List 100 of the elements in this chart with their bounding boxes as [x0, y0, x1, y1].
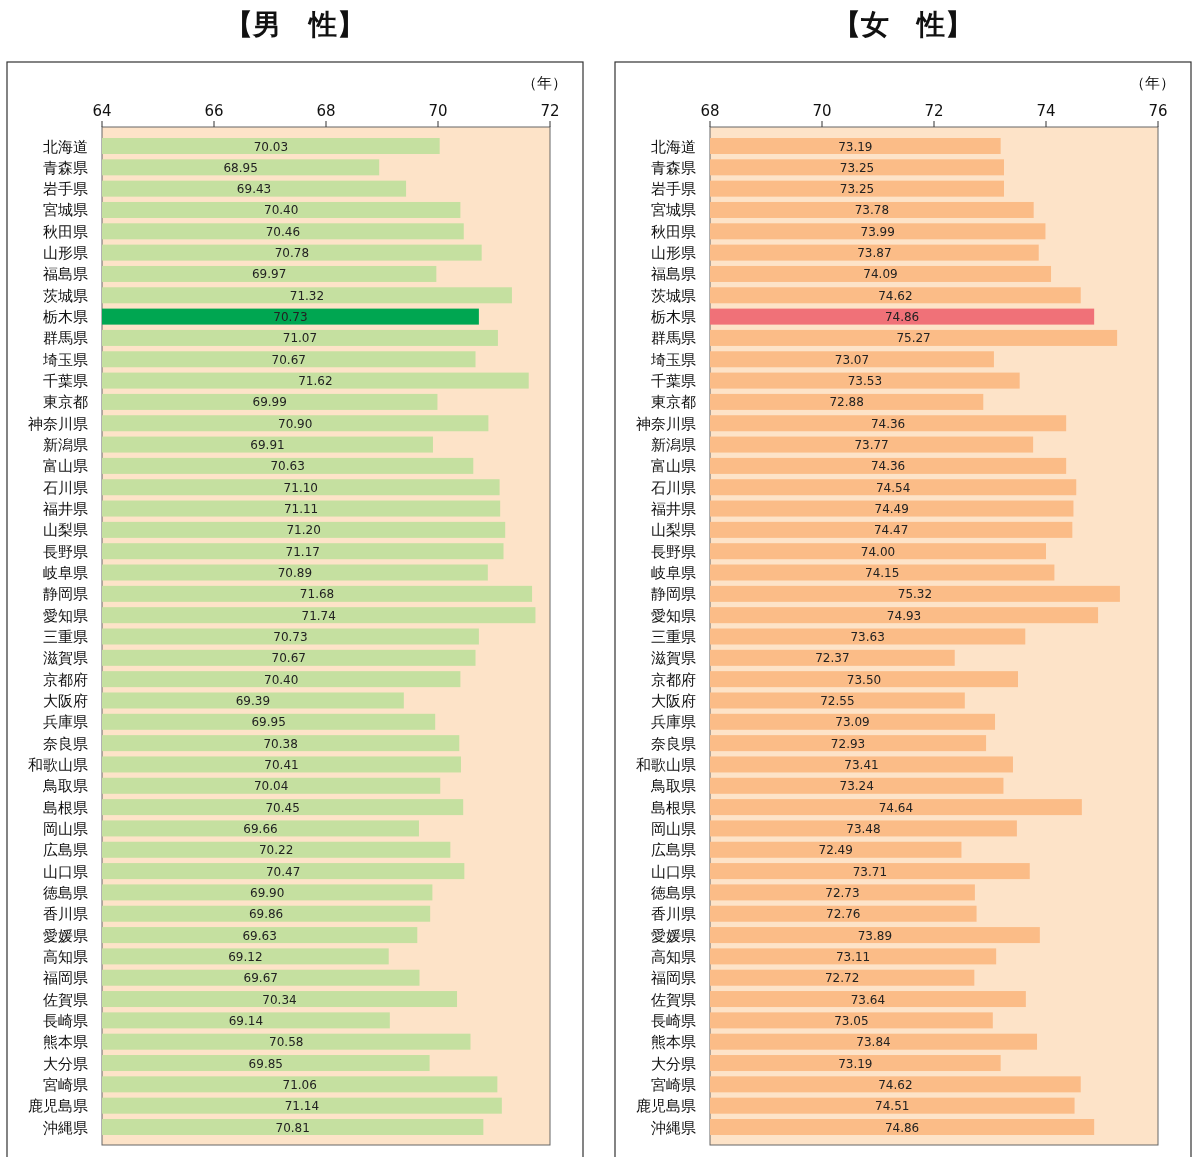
data-label: 71.32	[289, 288, 325, 303]
y-tick-label: 静岡県	[651, 585, 696, 604]
data-label: 73.87	[857, 246, 892, 261]
data-label: 70.04	[253, 779, 289, 794]
y-tick-label: 群馬県	[651, 329, 696, 348]
y-tick-label: 宮崎県	[651, 1075, 696, 1094]
y-tick-label: 三重県	[651, 628, 696, 646]
x-tick-label: 66	[204, 102, 224, 120]
y-tick-label: 和歌山県	[636, 755, 696, 774]
data-label: 69.43	[236, 182, 272, 197]
data-label: 70.78	[274, 246, 310, 261]
y-tick-label: 埼玉県	[42, 350, 88, 369]
data-label: 74.51	[875, 1099, 910, 1114]
data-label: 74.64	[878, 800, 914, 815]
y-tick-label: 茨城県	[651, 286, 696, 305]
data-label: 74.15	[865, 566, 900, 581]
data-label: 72.55	[820, 693, 855, 708]
x-tick-label: 74	[1036, 102, 1056, 120]
y-tick-label: 沖縄県	[651, 1118, 696, 1137]
y-tick-label: 大阪府	[43, 691, 88, 710]
y-tick-label: 静岡県	[43, 585, 88, 604]
data-label: 69.90	[250, 885, 285, 900]
data-label: 71.06	[282, 1077, 317, 1092]
y-tick-label: 沖縄県	[43, 1118, 88, 1137]
data-label: 74.86	[884, 310, 920, 325]
x-tick-label: 76	[1148, 102, 1168, 120]
data-label: 70.34	[262, 992, 297, 1007]
data-label: 69.85	[248, 1056, 283, 1071]
y-tick-label: 山形県	[651, 244, 696, 263]
data-label: 69.39	[235, 693, 271, 708]
y-tick-label: 鳥取県	[42, 777, 88, 796]
data-label: 74.09	[863, 267, 898, 282]
y-tick-label: 高知県	[651, 947, 696, 966]
data-label: 70.67	[271, 352, 306, 367]
data-label: 70.22	[258, 843, 294, 858]
data-label: 70.47	[265, 864, 301, 879]
y-tick-label: 徳島県	[43, 883, 88, 902]
y-tick-label: 熊本県	[651, 1033, 696, 1052]
data-label: 74.36	[870, 459, 906, 474]
data-label: 73.64	[850, 992, 886, 1007]
y-tick-label: 新潟県	[651, 436, 696, 455]
data-label: 73.48	[846, 821, 881, 836]
data-label: 70.58	[269, 1035, 304, 1050]
data-label: 73.09	[835, 715, 870, 730]
data-label: 71.10	[283, 480, 318, 495]
data-label: 70.73	[273, 310, 308, 325]
x-tick-label: 72	[540, 102, 560, 120]
data-label: 68.95	[223, 160, 258, 175]
data-label: 74.86	[884, 1120, 920, 1135]
data-label: 70.41	[264, 757, 299, 772]
data-label: 73.19	[838, 1056, 873, 1071]
y-tick-label: 奈良県	[43, 734, 88, 753]
y-tick-label: 兵庫県	[43, 713, 88, 732]
y-tick-label: 滋賀県	[43, 649, 88, 668]
data-label: 73.78	[854, 203, 890, 218]
y-tick-label: 北海道	[651, 137, 696, 156]
data-label: 70.45	[265, 800, 300, 815]
data-label: 72.49	[818, 843, 853, 858]
data-label: 74.49	[874, 502, 909, 517]
y-tick-label: 広島県	[43, 841, 88, 860]
y-tick-label: 鳥取県	[650, 777, 696, 796]
data-label: 73.24	[839, 779, 874, 794]
y-tick-label: 千葉県	[43, 372, 88, 391]
data-label: 73.89	[857, 928, 893, 943]
y-tick-label: 富山県	[43, 457, 88, 476]
data-label: 69.63	[242, 928, 277, 943]
data-label: 71.20	[286, 523, 321, 538]
y-tick-label: 東京都	[651, 393, 696, 412]
x-tick-label: 68	[316, 102, 336, 120]
data-label: 71.62	[298, 374, 333, 389]
y-tick-label: 香川県	[43, 905, 88, 924]
y-tick-label: 群馬県	[43, 329, 88, 348]
y-tick-label: 京都府	[651, 670, 696, 689]
data-label: 70.73	[273, 630, 308, 644]
y-tick-label: 石川県	[651, 478, 696, 497]
data-label: 70.46	[265, 224, 301, 239]
y-tick-label: 秋田県	[651, 222, 696, 241]
y-tick-label: 長崎県	[43, 1011, 88, 1030]
y-tick-label: 福島県	[43, 265, 88, 284]
y-tick-label: 山梨県	[43, 521, 88, 540]
data-label: 69.97	[251, 267, 287, 282]
y-tick-label: 愛媛県	[43, 926, 88, 945]
y-tick-label: 佐賀県	[43, 990, 88, 1009]
data-label: 73.77	[854, 438, 889, 453]
y-tick-label: 愛知県	[43, 606, 88, 625]
y-tick-label: 鹿児島県	[28, 1097, 88, 1116]
data-label: 69.66	[243, 821, 278, 836]
data-label: 70.40	[264, 203, 299, 218]
data-label: 73.25	[839, 182, 875, 197]
data-label: 75.32	[897, 587, 933, 602]
data-label: 73.41	[844, 757, 879, 772]
data-label: 70.40	[264, 672, 299, 687]
y-tick-label: 島根県	[43, 798, 88, 817]
y-tick-label: 島根県	[651, 798, 696, 817]
x-axis-title: （年）	[521, 74, 567, 92]
y-tick-label: 岐阜県	[651, 564, 696, 583]
y-tick-label: 岡山県	[651, 819, 696, 838]
y-tick-label: 山口県	[651, 862, 696, 881]
data-label: 69.67	[243, 971, 278, 986]
y-tick-label: 石川県	[43, 478, 88, 497]
